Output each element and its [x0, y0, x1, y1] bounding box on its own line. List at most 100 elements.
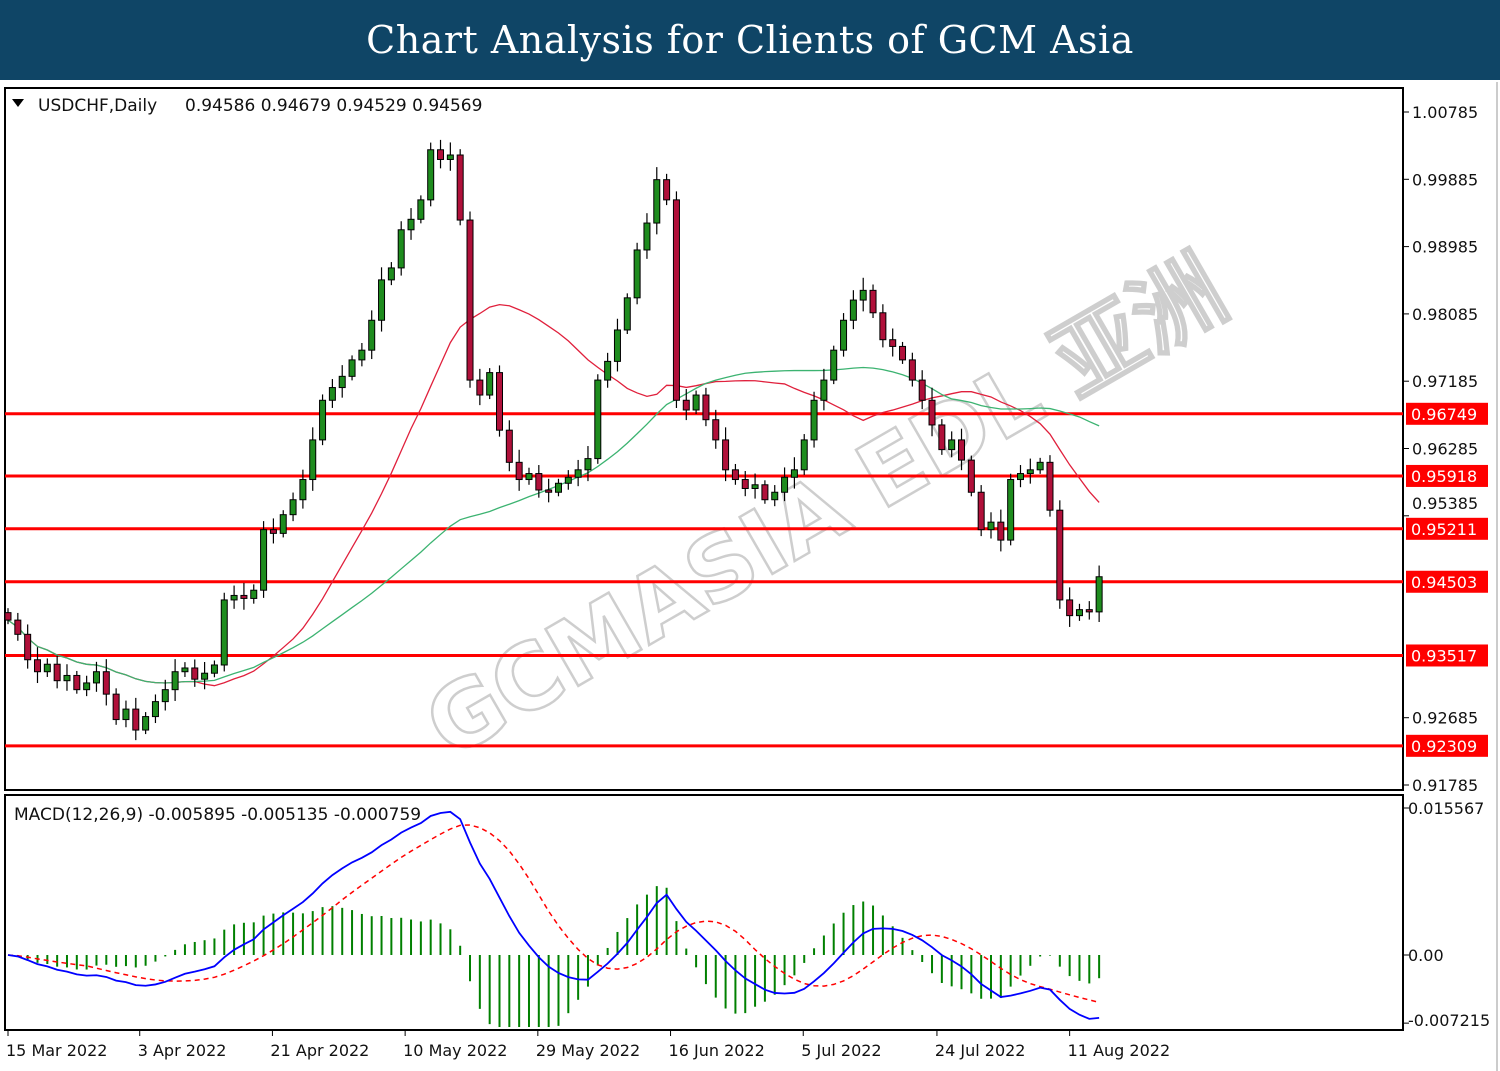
bear-candle — [889, 339, 897, 347]
bear-candle — [269, 529, 277, 534]
level-label: 0.92309 — [1411, 737, 1477, 756]
y-tick-label: 0.95385 — [1412, 494, 1478, 513]
bull-candle — [210, 664, 218, 674]
bull-candle — [781, 476, 789, 493]
x-tick-label: 24 Jul 2022 — [935, 1041, 1026, 1060]
bear-candle — [515, 461, 523, 481]
bear-candle — [132, 708, 140, 731]
level-label: 0.93517 — [1411, 646, 1477, 665]
bull-candle — [387, 267, 395, 281]
bear-candle — [731, 469, 739, 481]
level-label-box — [1406, 570, 1488, 593]
bear-candle — [476, 379, 484, 396]
bull-candle — [161, 689, 169, 703]
bear-candle — [761, 484, 769, 501]
bear-candle — [437, 149, 445, 160]
y-tick-label: 0.98085 — [1412, 305, 1478, 324]
bear-candle — [1085, 609, 1093, 613]
bear-candle — [967, 459, 975, 493]
bull-candle — [417, 199, 425, 220]
bull-candle — [790, 469, 798, 478]
bull-candle — [83, 682, 91, 691]
price-pane-frame — [4, 87, 1404, 791]
bear-candle — [879, 312, 887, 341]
bull-candle — [604, 360, 612, 381]
bear-candle — [712, 419, 720, 441]
x-tick-label: 15 Mar 2022 — [6, 1041, 107, 1060]
x-tick-label: 10 May 2022 — [403, 1041, 507, 1060]
bull-candle — [1075, 609, 1083, 617]
bull-candle — [378, 279, 386, 321]
y-tick-label: 0.99885 — [1412, 170, 1478, 189]
x-tick-label: 16 Jun 2022 — [669, 1041, 765, 1060]
x-tick-label: 29 May 2022 — [536, 1041, 640, 1060]
bear-candle — [456, 154, 464, 221]
bull-candle — [1026, 469, 1034, 475]
level-label: 0.95211 — [1411, 520, 1477, 539]
bull-candle — [250, 589, 258, 599]
bull-candle — [594, 379, 602, 460]
bull-candle — [564, 476, 572, 484]
bull-candle — [319, 399, 327, 441]
macd-y-tick-label: -0.007215 — [1408, 1011, 1490, 1030]
bull-candle — [810, 399, 818, 441]
bull-candle — [171, 671, 179, 691]
level-label-box — [1406, 464, 1488, 487]
bull-candle — [122, 708, 130, 721]
y-tick-label: 0.92685 — [1412, 709, 1478, 728]
bear-candle — [741, 479, 749, 490]
level-label-box — [1406, 517, 1488, 540]
collapse-triangle-icon[interactable] — [12, 99, 24, 107]
bull-candle — [840, 319, 848, 351]
bear-candle — [24, 633, 32, 661]
bull-candle — [309, 439, 317, 481]
x-tick-label: 5 Jul 2022 — [801, 1041, 881, 1060]
bear-candle — [997, 521, 1005, 541]
bear-candle — [191, 667, 199, 680]
y-tick-label: 1.00785 — [1412, 103, 1478, 122]
bear-candle — [505, 429, 513, 463]
bull-candle — [92, 671, 100, 684]
bull-candle — [1016, 473, 1024, 481]
bull-candle — [859, 289, 867, 301]
bull-candle — [446, 154, 454, 160]
bear-candle — [240, 594, 248, 599]
chart-background — [0, 80, 1500, 1071]
bear-candle — [535, 473, 543, 491]
moving-average-line — [7, 366, 1100, 684]
bull-candle — [151, 701, 159, 718]
level-label: 0.94503 — [1411, 573, 1477, 592]
bear-candle — [672, 199, 680, 401]
bear-candle — [682, 399, 690, 411]
level-label-box — [1406, 644, 1488, 667]
level-label: 0.95918 — [1411, 467, 1477, 486]
bull-candle — [63, 674, 71, 682]
bull-candle — [653, 179, 661, 224]
bull-candle — [338, 375, 346, 389]
bear-candle — [1056, 509, 1064, 601]
report-title: Chart Analysis for Clients of GCM Asia — [366, 18, 1134, 62]
bull-candle — [692, 394, 700, 411]
bear-candle — [4, 612, 12, 621]
bull-candle — [820, 379, 828, 401]
bear-candle — [1046, 461, 1054, 511]
bull-candle — [299, 479, 307, 501]
bull-candle — [613, 329, 621, 362]
bear-candle — [958, 439, 966, 461]
bear-candle — [466, 219, 474, 381]
bull-candle — [1095, 576, 1103, 613]
bull-candle — [279, 514, 287, 534]
bull-candle — [849, 299, 857, 321]
bear-candle — [73, 674, 81, 691]
y-tick-label: 0.91785 — [1412, 776, 1478, 795]
bull-candle — [328, 387, 336, 401]
bear-candle — [899, 345, 907, 361]
bear-candle — [663, 179, 671, 201]
bear-candle — [977, 491, 985, 531]
bull-candle — [486, 372, 494, 396]
level-label: 0.96749 — [1411, 405, 1477, 424]
bull-candle — [368, 319, 376, 351]
bear-candle — [869, 289, 877, 314]
macd-line — [7, 810, 1100, 1020]
bear-candle — [702, 394, 710, 421]
